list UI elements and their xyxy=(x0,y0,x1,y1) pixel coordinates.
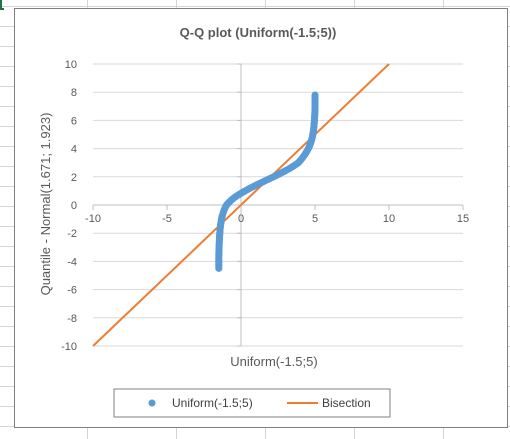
y-tick-label: -6 xyxy=(67,285,77,297)
y-tick-label: -10 xyxy=(61,341,77,353)
x-tick-label: 15 xyxy=(457,213,469,225)
y-tick-labels: 10 8 6 4 2 0 -2 -4 -6 -8 -10 xyxy=(61,59,77,353)
chart-area[interactable]: Q-Q plot (Uniform(-1.5;5)) 10 8 6 4 2 0 -2 -4 -6… xyxy=(14,8,508,428)
legend-marker-uniform xyxy=(148,399,156,407)
y-tick-label: 4 xyxy=(71,144,77,156)
y-axis-title: Quantile - Normal(1.671; 1.923) xyxy=(38,113,53,296)
y-tick-label: 6 xyxy=(71,115,77,127)
active-cell-marker xyxy=(0,0,4,10)
x-tick-label: -10 xyxy=(85,213,101,225)
bisection-line xyxy=(92,63,390,347)
chart-title: Q-Q plot (Uniform(-1.5;5)) xyxy=(180,25,337,40)
chart-svg: Q-Q plot (Uniform(-1.5;5)) 10 8 6 4 2 0 -2 -4 -6… xyxy=(38,25,469,418)
legend-label-uniform: Uniform(-1.5;5) xyxy=(172,396,253,410)
y-tick-label: 2 xyxy=(71,172,77,184)
y-tick-label: -2 xyxy=(67,228,77,240)
x-axis-title: Uniform(-1.5;5) xyxy=(230,354,317,369)
x-tick-label: 0 xyxy=(238,213,244,225)
legend[interactable]: Uniform(-1.5;5) Bisection xyxy=(113,388,391,418)
x-tick-label: 5 xyxy=(312,213,318,225)
qq-point xyxy=(311,91,319,99)
x-tick-label: 10 xyxy=(383,213,395,225)
legend-label-bisection: Bisection xyxy=(322,396,371,410)
y-tick-label: -4 xyxy=(67,256,77,268)
legend-box xyxy=(113,388,391,418)
y-tick-label: 8 xyxy=(71,87,77,99)
plot-series xyxy=(92,63,390,347)
y-tick-label: 0 xyxy=(71,200,77,212)
y-tick-label: -8 xyxy=(67,313,77,325)
y-tick-label: 10 xyxy=(65,59,77,71)
x-tick-label: -5 xyxy=(162,213,172,225)
x-tick-labels: -10 -5 0 5 10 15 xyxy=(85,213,469,225)
axes xyxy=(92,63,464,347)
